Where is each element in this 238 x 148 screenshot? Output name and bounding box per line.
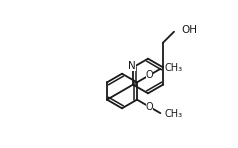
Text: O: O <box>146 70 153 80</box>
Text: O: O <box>146 102 153 112</box>
Text: CH₃: CH₃ <box>164 63 182 73</box>
Text: CH₃: CH₃ <box>164 109 182 119</box>
Text: N: N <box>128 61 136 71</box>
Text: OH: OH <box>181 25 197 35</box>
